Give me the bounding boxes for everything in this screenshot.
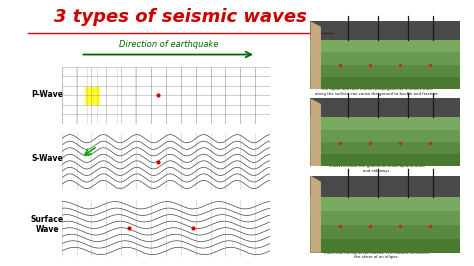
Bar: [310, 77, 460, 89]
Polygon shape: [310, 98, 321, 166]
Polygon shape: [310, 21, 321, 89]
Bar: [310, 225, 460, 239]
Text: S-waves cause the ground to shake up-and-down
and sideways.: S-waves cause the ground to shake up-and…: [328, 164, 425, 173]
Text: S-Wave: S-Wave: [32, 154, 63, 163]
Bar: [310, 117, 460, 130]
Bar: [310, 197, 460, 211]
Bar: [85, 88, 100, 105]
Bar: [310, 65, 460, 77]
Bar: [310, 21, 460, 40]
Text: The liquid and rock motion propagated as it moves trails
along the surface can c: The liquid and rock motion propagated as…: [315, 87, 439, 96]
Text: Another type of surface wave travels along Earth's surface
much like rolling oce: Another type of surface wave travels alo…: [319, 246, 434, 259]
Bar: [310, 130, 460, 142]
Text: Direction of earthquake: Direction of earthquake: [118, 40, 218, 49]
Bar: [310, 142, 460, 154]
Bar: [310, 211, 460, 225]
Bar: [310, 239, 460, 253]
Text: 3 types of seismic waves: 3 types of seismic waves: [54, 8, 307, 26]
Bar: [310, 52, 460, 65]
Bar: [310, 154, 460, 166]
Text: P-Wave: P-Wave: [31, 90, 64, 99]
Text: Surface
Wave: Surface Wave: [31, 215, 64, 234]
Bar: [310, 98, 460, 117]
Bar: [310, 40, 460, 52]
Polygon shape: [310, 176, 321, 253]
Bar: [310, 176, 460, 197]
